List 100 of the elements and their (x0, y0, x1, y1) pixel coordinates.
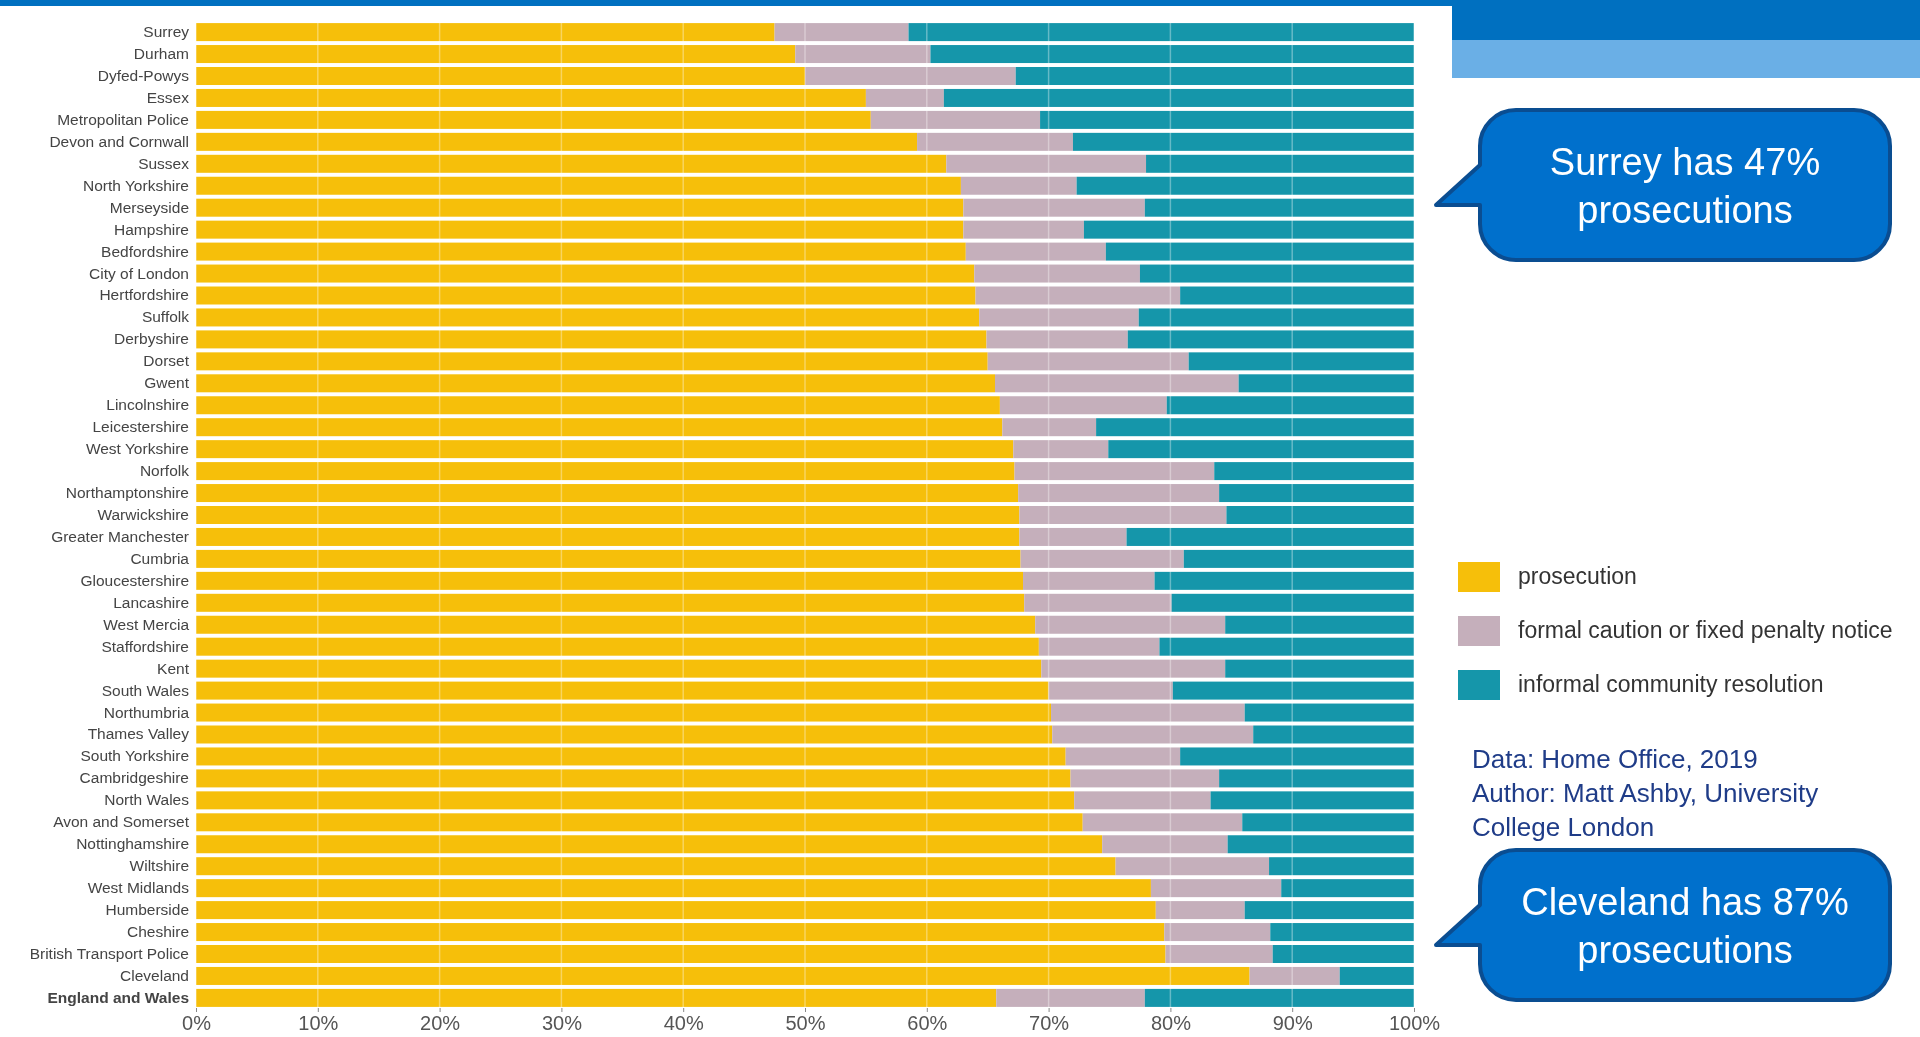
bar (1126, 527, 1414, 546)
bar (196, 549, 1021, 568)
bar (1164, 923, 1271, 942)
bar (774, 23, 909, 42)
y-tick-label: Derbyshire (114, 330, 189, 348)
y-tick-label: Greater Manchester (51, 527, 189, 545)
bar (196, 484, 1019, 503)
bar (1171, 593, 1414, 612)
bar (1249, 966, 1340, 985)
bar (1180, 747, 1414, 766)
bar (1052, 725, 1254, 744)
bar (196, 308, 980, 327)
bar (196, 945, 1166, 963)
bar (1226, 506, 1414, 524)
bar (1155, 901, 1245, 920)
bar (1070, 769, 1220, 788)
bar (196, 923, 1165, 942)
bar (1041, 659, 1226, 678)
bar (1183, 549, 1414, 568)
bar (965, 242, 1106, 261)
bar (1159, 637, 1414, 656)
bar (196, 154, 947, 173)
y-tick-label: Cambridgeshire (79, 769, 189, 787)
y-tick-label: British Transport Police (29, 944, 189, 962)
bar (196, 813, 1083, 832)
bar (795, 45, 931, 64)
bar (196, 23, 775, 42)
text: Cleveland has 87% prosecutions (1521, 881, 1849, 971)
y-tick-label: Nottinghamshire (76, 835, 189, 853)
y-tick-label: Kent (157, 659, 190, 677)
text: Data: Home Office, 2019 (1472, 744, 1758, 774)
bar (1020, 549, 1184, 568)
bar (1019, 506, 1227, 524)
bar (1225, 659, 1414, 678)
x-tick-label: 60% (907, 1012, 948, 1035)
y-tick-label: Hertfordshire (99, 286, 189, 304)
bar (1214, 462, 1414, 481)
bar (1180, 286, 1414, 305)
bar (196, 791, 1075, 810)
y-tick-label: Dorset (143, 352, 190, 370)
bar (196, 879, 1151, 898)
y-tick-label: Wiltshire (129, 857, 189, 875)
bar (196, 835, 1103, 854)
bar (1150, 879, 1282, 898)
x-tick-label: 70% (1029, 1012, 1070, 1035)
bar (196, 132, 918, 151)
bar (1165, 945, 1273, 963)
bar (196, 506, 1020, 524)
bar (196, 198, 964, 217)
x-tick-label: 10% (298, 1012, 339, 1035)
bar (1072, 132, 1414, 151)
bar (1281, 879, 1414, 898)
bar (1269, 857, 1414, 876)
y-tick-label: West Midlands (87, 879, 190, 897)
y-tick-label: City of London (89, 264, 189, 282)
bar (196, 966, 1250, 985)
text: Surrey has 47% prosecutions (1549, 141, 1821, 231)
bar (999, 396, 1167, 415)
bar (1096, 418, 1414, 437)
y-tick-label: Dyfed-Powys (97, 66, 190, 84)
y-tick-label: Essex (146, 88, 190, 106)
bar (908, 23, 1414, 42)
y-tick-label: Metropolitan Police (57, 110, 189, 128)
bar (196, 264, 975, 283)
x-tick-label: 0% (182, 1012, 212, 1035)
bar (196, 88, 866, 107)
x-tick-label: 20% (420, 1012, 461, 1035)
bar (1076, 176, 1414, 195)
bar (196, 286, 976, 305)
bar (1244, 703, 1414, 722)
bar (1244, 901, 1414, 920)
bar (1144, 988, 1414, 1007)
bar (196, 637, 1039, 656)
y-tick-label: Merseyside (109, 198, 189, 216)
bar (1102, 835, 1228, 854)
bar (1048, 681, 1173, 700)
bar (196, 571, 1024, 590)
legend-label: formal caution or fixed penalty notice (1518, 617, 1893, 643)
y-tick-label: North Yorkshire (83, 176, 189, 194)
bar (1219, 484, 1414, 503)
bar (196, 857, 1116, 876)
bar (196, 176, 961, 195)
bar (1023, 571, 1155, 590)
y-tick-label: Sussex (138, 154, 190, 172)
bar (1024, 593, 1172, 612)
bar (196, 242, 966, 261)
bar (960, 176, 1077, 195)
bar (1227, 835, 1414, 854)
bar (1188, 352, 1414, 371)
y-tick-label: West Yorkshire (85, 440, 189, 458)
bar (979, 308, 1139, 327)
bar (1210, 791, 1414, 810)
bar (987, 352, 1189, 371)
bar (1035, 615, 1226, 634)
bar (1253, 725, 1414, 744)
bar (196, 703, 1052, 722)
y-tick-label: Warwickshire (97, 505, 189, 523)
bar (196, 593, 1025, 612)
y-tick-label: Suffolk (141, 308, 190, 326)
bar (196, 747, 1066, 766)
